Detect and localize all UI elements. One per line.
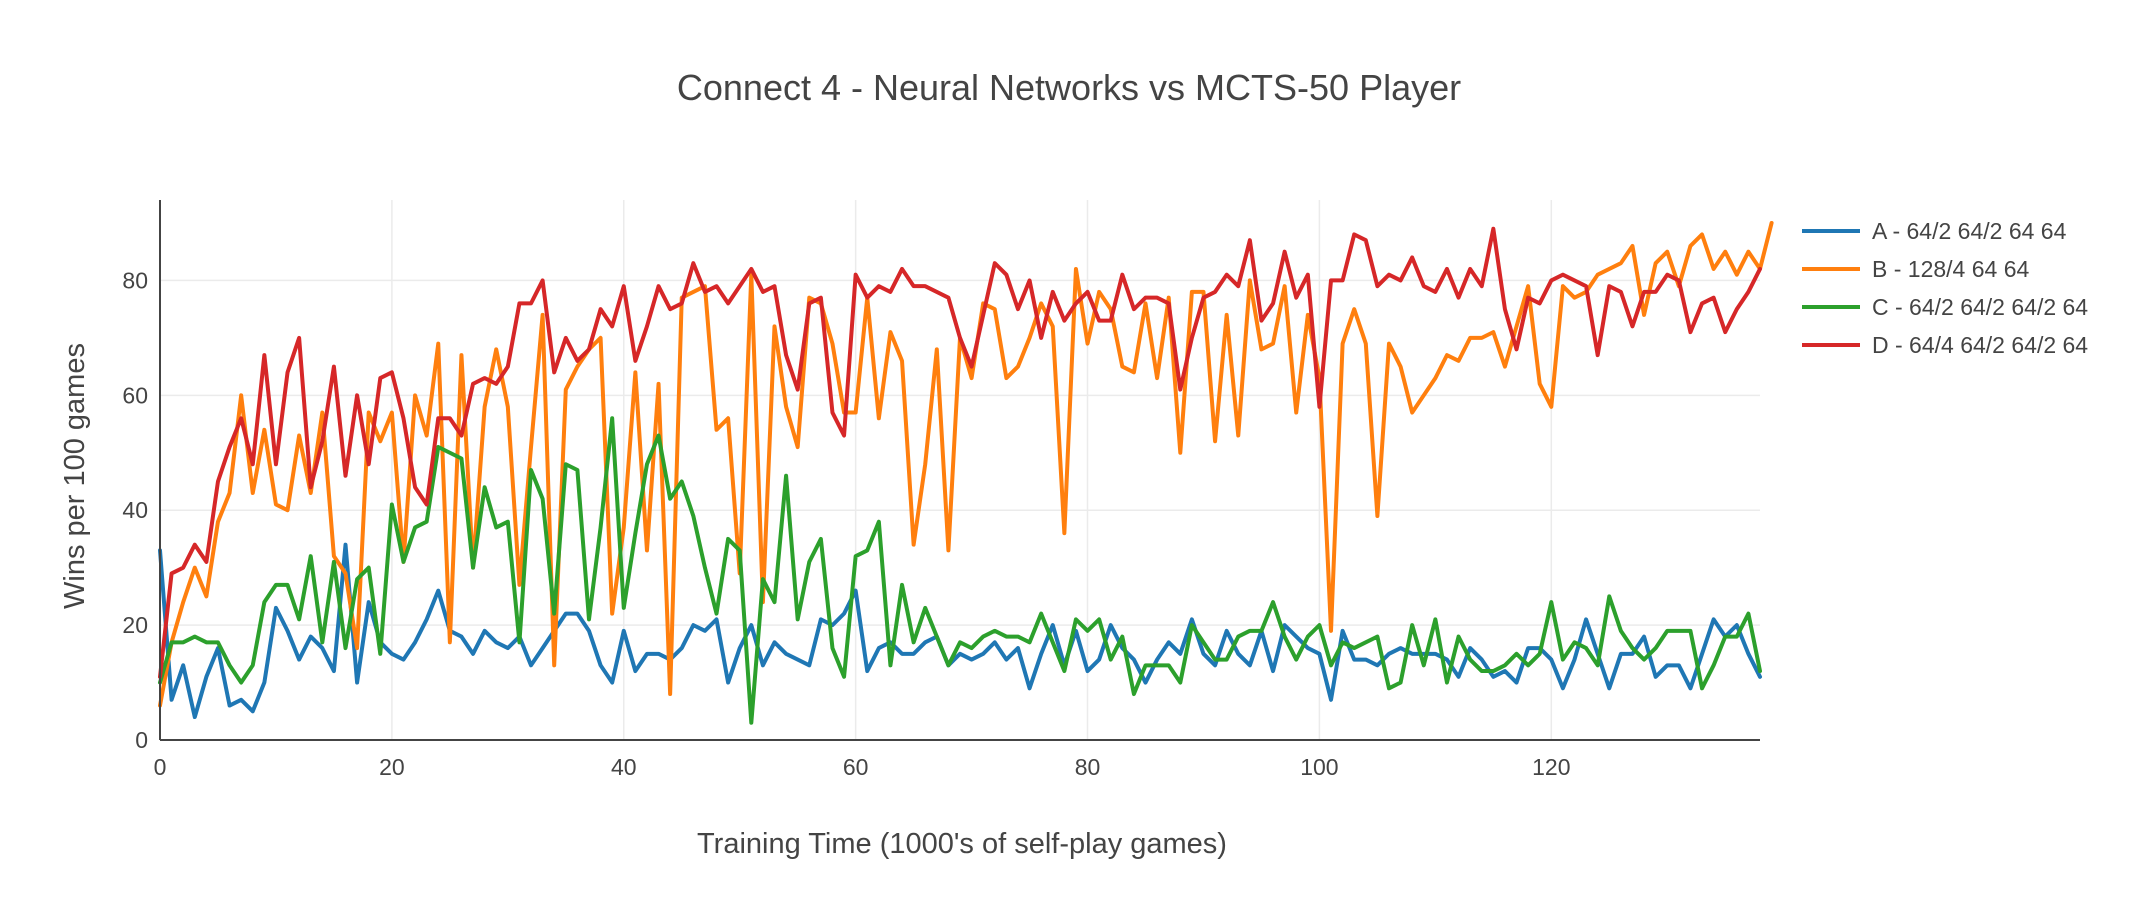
- x-tick-label: 40: [611, 754, 637, 780]
- legend-label: B - 128/4 64 64: [1872, 256, 2029, 282]
- x-tick-label: 60: [843, 754, 869, 780]
- series-line-c: [158, 416, 1762, 725]
- legend-item[interactable]: B - 128/4 64 64: [1802, 256, 2029, 282]
- legend[interactable]: A - 64/2 64/2 64 64 B - 128/4 64 64 C - 64…: [1802, 218, 2088, 358]
- legend-item[interactable]: C - 64/2 64/2 64/2 64: [1802, 294, 2088, 320]
- series-line-d: [158, 226, 1762, 679]
- tick-labels: 0 20 40 60 80 100 120 0 20 40 60 80: [122, 267, 1570, 780]
- series-lines: [158, 220, 1774, 725]
- x-tick-label: 80: [1075, 754, 1101, 780]
- legend-item[interactable]: A - 64/2 64/2 64 64: [1802, 218, 2067, 244]
- legend-label: D - 64/4 64/2 64/2 64: [1872, 332, 2088, 358]
- series-line-b: [158, 220, 1774, 708]
- series-line-a: [158, 542, 1762, 720]
- legend-label: C - 64/2 64/2 64/2 64: [1872, 294, 2088, 320]
- x-axis-title: Training Time (1000's of self-play games…: [697, 828, 1227, 860]
- y-tick-label: 0: [135, 727, 148, 753]
- legend-label: A - 64/2 64/2 64 64: [1872, 218, 2067, 244]
- y-tick-label: 20: [122, 612, 148, 638]
- x-tick-label: 120: [1532, 754, 1570, 780]
- x-tick-label: 20: [379, 754, 405, 780]
- y-tick-label: 80: [122, 267, 148, 293]
- y-tick-label: 60: [122, 382, 148, 408]
- y-tick-label: 40: [122, 497, 148, 523]
- legend-item[interactable]: D - 64/4 64/2 64/2 64: [1802, 332, 2088, 358]
- x-tick-label: 0: [154, 754, 167, 780]
- x-tick-label: 100: [1300, 754, 1338, 780]
- chart-title: Connect 4 - Neural Networks vs MCTS-50 P…: [677, 67, 1461, 108]
- axes: [159, 200, 1760, 741]
- y-axis-title: Wins per 100 games: [59, 343, 91, 609]
